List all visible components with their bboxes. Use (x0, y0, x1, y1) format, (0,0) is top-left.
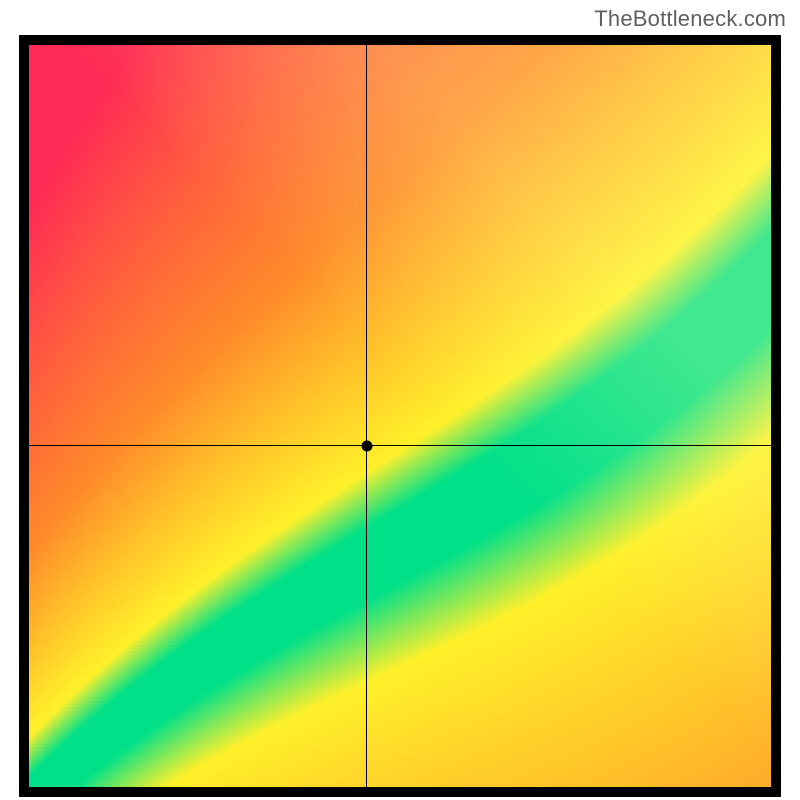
watermark-text: TheBottleneck.com (594, 6, 786, 32)
bottleneck-heatmap-figure: TheBottleneck.com (0, 0, 800, 800)
crosshair-marker (361, 440, 372, 451)
heatmap-canvas (29, 45, 771, 787)
plot-area (29, 45, 771, 787)
crosshair-horizontal (29, 445, 771, 446)
crosshair-vertical (366, 45, 367, 787)
